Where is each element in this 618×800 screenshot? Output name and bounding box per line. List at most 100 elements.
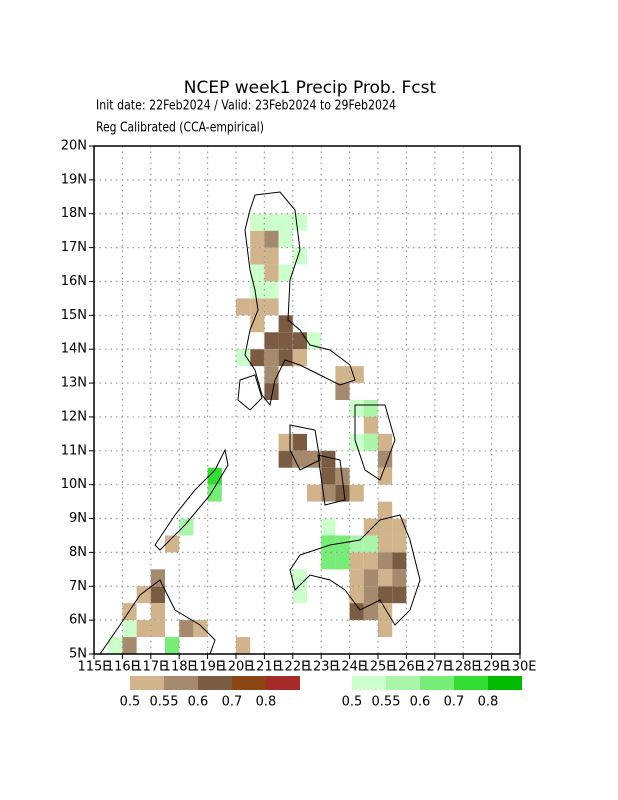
y-tick-label: 5N bbox=[69, 647, 87, 662]
prob-cell bbox=[150, 603, 165, 621]
prob-cell bbox=[321, 467, 336, 485]
prob-cell bbox=[378, 518, 393, 536]
prob-cell bbox=[349, 400, 364, 417]
prob-cell bbox=[264, 383, 279, 400]
prob-cell bbox=[264, 213, 279, 231]
prob-cell bbox=[236, 298, 251, 316]
prob-cell bbox=[278, 230, 293, 248]
prob-cell bbox=[335, 383, 350, 400]
legend-swatch bbox=[386, 676, 420, 690]
prob-cell bbox=[335, 366, 350, 384]
prob-cell bbox=[179, 518, 194, 536]
prob-cell bbox=[108, 637, 123, 654]
legend-label: 0.7 bbox=[444, 695, 465, 710]
coastline bbox=[99, 579, 216, 655]
prob-cell bbox=[335, 535, 350, 553]
prob-cell bbox=[278, 433, 293, 451]
prob-cell bbox=[363, 433, 378, 451]
x-tick-label: 127E bbox=[418, 660, 451, 675]
prob-cell bbox=[378, 603, 393, 621]
prob-cell bbox=[179, 620, 194, 638]
prob-cell bbox=[378, 586, 393, 604]
prob-cell bbox=[278, 315, 293, 333]
prob-cell bbox=[335, 484, 350, 502]
prob-cell bbox=[321, 552, 336, 570]
legend-swatch bbox=[454, 676, 488, 690]
coastline bbox=[317, 454, 346, 506]
prob-cell bbox=[292, 433, 307, 451]
prob-cell bbox=[264, 281, 279, 299]
map-frame bbox=[93, 145, 521, 655]
coastline bbox=[237, 374, 263, 411]
prob-cell bbox=[236, 349, 251, 367]
prob-cell bbox=[292, 569, 307, 587]
prob-cell bbox=[122, 620, 137, 638]
x-tick-label: 129E bbox=[475, 660, 508, 675]
legend-swatch bbox=[130, 676, 164, 690]
prob-cell bbox=[250, 264, 265, 282]
prob-cell bbox=[150, 569, 165, 587]
legend-label: 0.55 bbox=[372, 695, 401, 710]
y-tick-label: 7N bbox=[69, 579, 87, 594]
prob-cell bbox=[335, 552, 350, 570]
prob-cell bbox=[307, 332, 322, 350]
prob-cell bbox=[363, 535, 378, 553]
prob-cell bbox=[292, 349, 307, 367]
prob-cell bbox=[278, 264, 293, 282]
prob-cell bbox=[250, 247, 265, 265]
prob-cell bbox=[363, 569, 378, 587]
prob-cell bbox=[321, 450, 336, 468]
prob-cell bbox=[392, 552, 407, 570]
legend-swatch bbox=[266, 676, 300, 690]
prob-cell bbox=[264, 264, 279, 282]
y-tick-label: 10N bbox=[61, 477, 87, 492]
x-tick-label: 119E bbox=[191, 660, 224, 675]
y-tick-label: 8N bbox=[69, 545, 87, 560]
x-tick-label: 121E bbox=[248, 660, 281, 675]
prob-cell bbox=[363, 603, 378, 621]
coastline bbox=[289, 424, 321, 471]
prob-cell bbox=[136, 620, 151, 638]
coastline bbox=[289, 514, 421, 626]
prob-cell bbox=[378, 501, 393, 519]
prob-cell bbox=[321, 535, 336, 553]
y-tick-label: 11N bbox=[61, 443, 87, 458]
prob-cell bbox=[363, 400, 378, 417]
prob-cell bbox=[165, 535, 180, 553]
prob-cell bbox=[193, 620, 208, 638]
x-tick-label: 115E bbox=[77, 660, 110, 675]
prob-cell bbox=[349, 603, 364, 621]
prob-cell bbox=[136, 586, 151, 604]
legend-swatch bbox=[232, 676, 266, 690]
legend-label: 0.8 bbox=[478, 695, 499, 710]
x-tick-label: 120E bbox=[219, 660, 252, 675]
x-tick-label: 116E bbox=[106, 660, 139, 675]
prob-cell bbox=[165, 637, 180, 654]
cells-layer bbox=[108, 213, 407, 654]
y-tick-label: 20N bbox=[61, 139, 87, 154]
legend-swatch bbox=[420, 676, 454, 690]
legend-label: 0.55 bbox=[150, 695, 179, 710]
prob-cell bbox=[392, 586, 407, 604]
y-tick-label: 16N bbox=[61, 274, 87, 289]
y-tick-label: 18N bbox=[61, 206, 87, 221]
map-title: NCEP week1 Precip Prob. Fcst bbox=[184, 78, 437, 98]
prob-cell bbox=[349, 433, 364, 451]
coastline bbox=[244, 191, 356, 407]
prob-cell bbox=[250, 230, 265, 248]
y-tick-label: 9N bbox=[69, 511, 87, 526]
prob-cell bbox=[278, 450, 293, 468]
y-tick-label: 15N bbox=[61, 308, 87, 323]
prob-cell bbox=[378, 535, 393, 553]
prob-cell bbox=[378, 620, 393, 638]
legend-label: 0.6 bbox=[188, 695, 209, 710]
y-tick-label: 12N bbox=[61, 409, 87, 424]
grid-layer: 115E116E117E118E119E120E121E122E123E124E… bbox=[61, 139, 537, 675]
prob-cell bbox=[292, 332, 307, 350]
prob-cell bbox=[349, 586, 364, 604]
coastlines bbox=[99, 191, 421, 655]
y-tick-label: 14N bbox=[61, 342, 87, 357]
x-tick-label: 128E bbox=[447, 660, 480, 675]
prob-cell bbox=[150, 586, 165, 604]
